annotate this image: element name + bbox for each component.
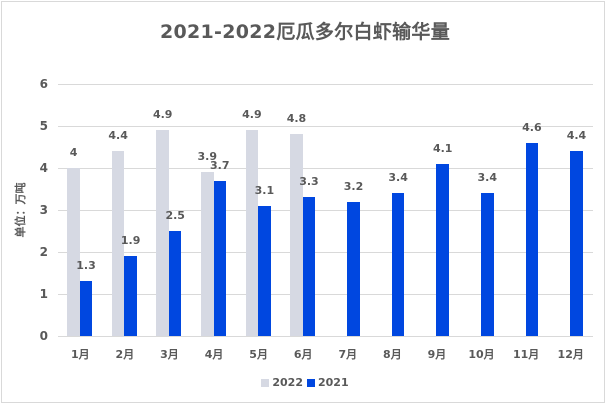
y-tick-label: 5 <box>39 119 48 133</box>
legend-label: 2021 <box>318 376 349 389</box>
data-label: 3.3 <box>299 175 319 189</box>
y-tick-label: 4 <box>39 161 48 175</box>
data-label: 1.9 <box>120 234 141 248</box>
x-tick-label: 9月 <box>427 348 447 361</box>
data-label: 4.4 <box>566 129 587 143</box>
gridline <box>58 84 593 85</box>
gridline <box>58 252 593 253</box>
data-label: 1.3 <box>76 259 96 273</box>
bar-2021-3 <box>168 231 182 336</box>
y-tick-label: 6 <box>39 77 48 91</box>
bar-2022-2 <box>111 151 125 336</box>
bar-2021-7 <box>347 201 360 336</box>
data-label: 4.9 <box>242 108 262 122</box>
y-axis-label: 单位：万吨 <box>14 182 27 238</box>
data-label: 4.9 <box>152 108 173 122</box>
bar-2021-1 <box>79 281 93 336</box>
legend: 2022 2021 <box>0 376 610 390</box>
y-tick-label: 2 <box>39 245 48 259</box>
bar-2021-8 <box>391 193 405 336</box>
bar-2021-11 <box>525 142 539 336</box>
bar-2021-9 <box>436 163 449 336</box>
x-tick-label: 2月 <box>115 348 135 361</box>
data-label: 3.1 <box>254 183 275 197</box>
gridline <box>58 210 593 211</box>
x-tick-label: 4月 <box>204 348 224 361</box>
bar-2021-2 <box>124 256 137 336</box>
gridline <box>58 168 593 169</box>
bar-2022-5 <box>245 130 259 336</box>
y-tick-label: 1 <box>39 287 48 301</box>
legend-swatch-icon <box>307 378 315 387</box>
bar-2022-6 <box>290 134 303 336</box>
bar-2021-4 <box>213 180 227 336</box>
x-tick-label: 5月 <box>249 348 268 361</box>
data-label: 3.4 <box>388 171 408 185</box>
data-label: 4.6 <box>522 120 542 134</box>
legend-item-2022[interactable]: 2022 <box>261 376 303 389</box>
bar-2022-3 <box>156 130 169 336</box>
data-label: 4 <box>69 146 78 159</box>
bar-2022-1 <box>67 168 80 336</box>
data-label: 4.8 <box>286 112 307 126</box>
data-label: 2.5 <box>165 209 185 222</box>
legend-label: 2022 <box>272 376 303 389</box>
bar-2022-4 <box>201 172 214 336</box>
bar-2021-10 <box>481 193 494 336</box>
y-tick-label: 0 <box>39 329 48 343</box>
x-tick-label: 1月 <box>70 348 90 361</box>
bar-2021-12 <box>570 151 583 336</box>
x-tick-label: 11月 <box>512 348 540 361</box>
bar-2021-5 <box>258 205 271 336</box>
x-tick-label: 12月 <box>557 348 584 361</box>
x-tick-label: 10月 <box>468 348 495 361</box>
bar-2021-6 <box>302 197 316 336</box>
gridline <box>58 294 593 295</box>
gridline <box>58 336 593 337</box>
data-label: 3.9 <box>197 150 218 164</box>
x-tick-label: 8月 <box>383 348 402 361</box>
data-label: 3.2 <box>343 179 364 193</box>
plot-area: 0 1 2 3 4 5 6 4 1.3 1月 4.4 1.9 2月 4.9 2.5 3月 3.9 3.7 4月 4.9… <box>40 77 593 361</box>
x-tick-label: 3月 <box>160 348 179 361</box>
data-label: 4.1 <box>432 141 453 155</box>
x-tick-label: 6月 <box>293 348 313 361</box>
legend-item-2021[interactable]: 2021 <box>307 376 349 389</box>
y-tick-label: 3 <box>39 203 48 217</box>
legend-swatch-icon <box>261 378 270 387</box>
data-label: 4.4 <box>108 129 128 143</box>
data-label: 3.7 <box>210 158 230 172</box>
chart-title: 2021-2022厄瓜多尔白虾输华量 <box>159 21 451 43</box>
x-tick-label: 7月 <box>338 348 358 361</box>
data-label: 3.4 <box>477 171 498 185</box>
gridline <box>58 126 593 127</box>
